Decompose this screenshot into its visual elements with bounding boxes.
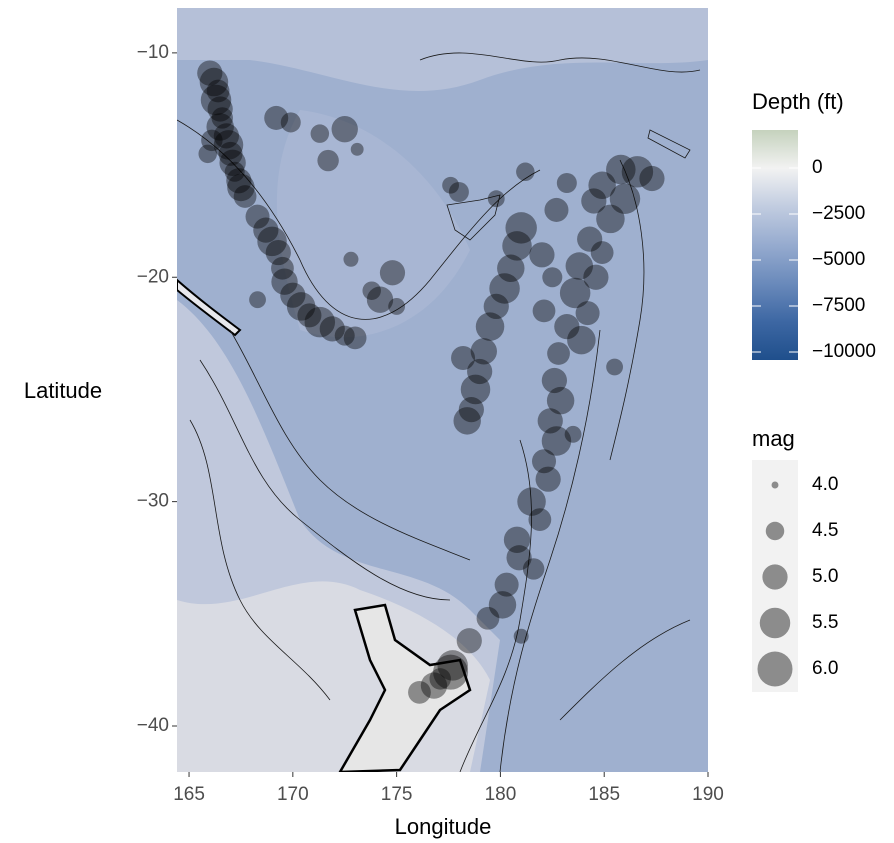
quake-point xyxy=(606,359,623,376)
quake-point xyxy=(476,312,505,341)
y-tick-label: −30 xyxy=(137,491,169,512)
size-key xyxy=(766,522,784,540)
quake-point xyxy=(596,205,625,234)
quake-point xyxy=(344,326,367,349)
y-tick-label: −10 xyxy=(137,42,169,63)
colorbar xyxy=(752,130,798,360)
size-legend-title: mag xyxy=(752,426,795,451)
quake-point xyxy=(529,242,554,267)
quake-point xyxy=(565,426,582,443)
quake-point xyxy=(639,166,664,191)
quake-point xyxy=(351,143,364,156)
quake-point xyxy=(533,300,556,323)
size-key xyxy=(758,652,793,687)
quake-point xyxy=(523,558,544,579)
quake-point xyxy=(547,342,570,365)
quake-point xyxy=(536,467,561,492)
size-label: 5.5 xyxy=(812,612,838,633)
quake-point xyxy=(388,298,405,315)
size-label: 4.0 xyxy=(812,474,838,495)
quake-point xyxy=(477,607,500,630)
x-tick-label: 190 xyxy=(692,784,724,805)
y-axis-title: Latitude xyxy=(24,378,102,403)
quake-point xyxy=(317,150,338,171)
quake-point xyxy=(514,629,529,644)
quake-point xyxy=(332,116,358,142)
colorbar-label: −2500 xyxy=(812,203,865,224)
quake-point xyxy=(528,508,551,531)
quake-point xyxy=(249,291,266,308)
quake-point xyxy=(453,407,480,434)
quake-point xyxy=(516,163,534,181)
quake-point xyxy=(408,681,431,704)
quake-point xyxy=(591,241,614,264)
quake-point xyxy=(576,301,600,325)
size-key xyxy=(772,482,779,489)
quake-point xyxy=(544,198,568,222)
x-tick-label: 170 xyxy=(277,784,309,805)
colorbar-label: 0 xyxy=(812,157,823,178)
x-axis-title: Longitude xyxy=(395,814,492,839)
size-key xyxy=(762,564,787,589)
x-tick-label: 175 xyxy=(381,784,413,805)
quake-point xyxy=(198,145,216,163)
fill-legend-title: Depth (ft) xyxy=(752,89,844,114)
colorbar-label: −10000 xyxy=(812,341,876,362)
size-label: 4.5 xyxy=(812,520,838,541)
size-key xyxy=(760,608,790,638)
quake-point xyxy=(234,185,257,208)
quake-point xyxy=(557,173,577,193)
quake-point xyxy=(442,177,459,194)
quake-point xyxy=(380,260,405,285)
quake-point xyxy=(343,252,358,267)
x-tick-label: 165 xyxy=(173,784,205,805)
y-tick-label: −40 xyxy=(137,715,169,736)
colorbar-label: −5000 xyxy=(812,249,865,270)
quake-point xyxy=(311,124,329,142)
size-label: 6.0 xyxy=(812,658,838,679)
quake-point xyxy=(281,112,301,132)
x-tick-label: 180 xyxy=(485,784,517,805)
quake-point xyxy=(488,190,505,207)
quake-point xyxy=(457,628,482,653)
map-chart: Longitude Latitude Depth (ft) mag 165 170… xyxy=(0,0,894,843)
colorbar-label: −7500 xyxy=(812,295,865,316)
quake-point xyxy=(362,281,380,299)
size-label: 5.0 xyxy=(812,566,838,587)
quake-point xyxy=(542,267,562,287)
quake-point xyxy=(451,346,475,370)
quake-point xyxy=(567,326,596,355)
y-tick-label: −20 xyxy=(137,266,169,287)
x-tick-label: 185 xyxy=(588,784,620,805)
quake-point xyxy=(433,655,468,690)
